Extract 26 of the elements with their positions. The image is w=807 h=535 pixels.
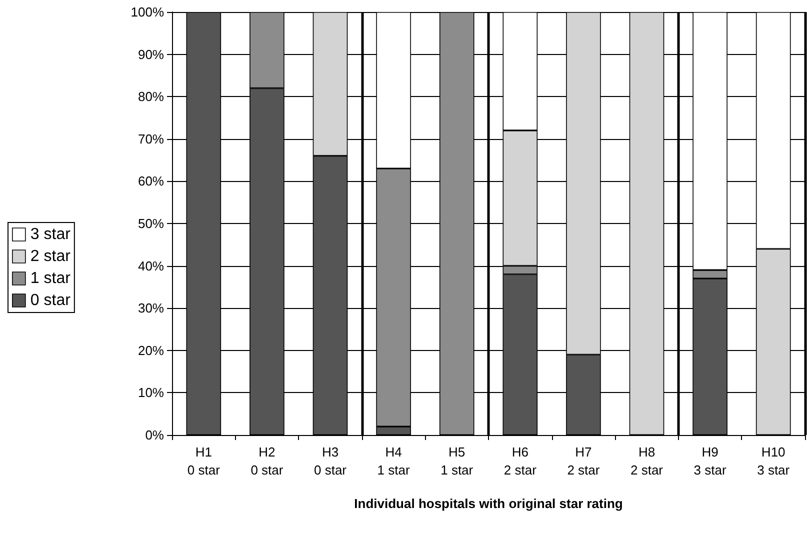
x-tick-label: H3 0 star <box>314 444 348 478</box>
x-tick-label: H10 3 star <box>757 444 790 478</box>
x-tick-label: H8 2 star <box>630 444 664 478</box>
y-tick-label: 20% <box>138 342 164 358</box>
y-tick-label: 30% <box>138 300 164 316</box>
y-tick-label: 90% <box>138 46 164 62</box>
legend-label: 0 star <box>30 292 72 309</box>
y-tick-label: 70% <box>138 131 164 146</box>
legend-label: 3 star <box>30 226 72 243</box>
x-tick-label: H9 3 star <box>694 444 727 478</box>
x-tick-label: H4 1 star <box>377 444 410 478</box>
x-tick-label: H5 1 star <box>440 444 474 478</box>
x-tick-label: H1 0 star <box>187 444 221 478</box>
y-tick-label: 50% <box>138 216 164 231</box>
legend-label: 1 star <box>30 270 72 287</box>
x-tick-label: H6 2 star <box>504 444 538 478</box>
y-tick-label: 60% <box>138 174 164 189</box>
x-tick-label: H7 2 star <box>567 444 600 478</box>
y-tick-label: 10% <box>138 385 164 400</box>
y-tick-label: 40% <box>138 258 164 274</box>
y-tick-label: 0% <box>145 428 164 442</box>
x-axis-title: Individual hospitals with original star rating <box>354 496 623 511</box>
x-tick-label: H2 0 star <box>250 444 284 478</box>
legend-label: 2 star <box>30 248 72 265</box>
y-tick-label: 100% <box>130 4 164 20</box>
y-tick-label: 80% <box>138 89 164 104</box>
